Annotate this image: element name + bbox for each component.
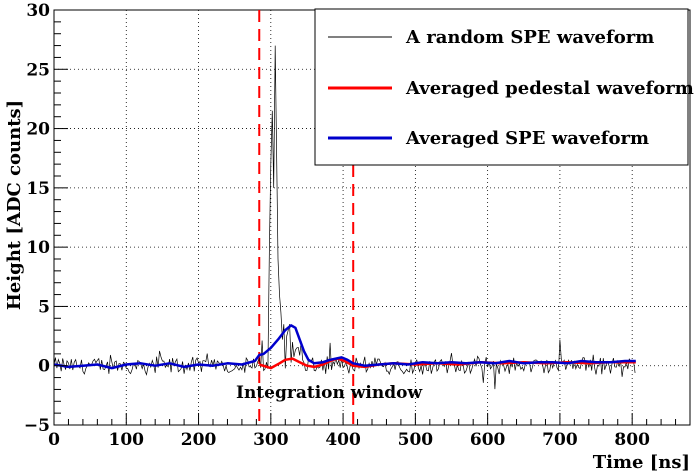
y-tick-label: 5: [38, 297, 50, 317]
series-layer: [53, 45, 636, 390]
y-tick-label: 15: [26, 179, 50, 199]
x-tick-label: 800: [614, 430, 650, 450]
x-tick-label: 500: [398, 430, 434, 450]
x-tick-label: 0: [48, 430, 60, 450]
legend-label-pedestal: Averaged pedestal waveform: [405, 78, 694, 99]
x-tick-label: 600: [470, 430, 506, 450]
y-tick-label: 30: [26, 1, 50, 21]
legend-label-avg-spe: Averaged SPE waveform: [405, 128, 649, 149]
legend: A random SPE waveform Averaged pedestal …: [314, 8, 694, 166]
y-tick-label: 25: [26, 60, 50, 80]
y-axis-title: Height [ADC counts]: [4, 100, 25, 310]
y-tick-label: 0: [38, 357, 50, 377]
x-tick-label: 100: [109, 430, 145, 450]
y-tick-label: −5: [24, 416, 50, 436]
y-tick-label: 10: [26, 238, 50, 258]
x-tick-label: 200: [181, 430, 217, 450]
legend-label-random-spe: A random SPE waveform: [405, 27, 654, 48]
x-axis-title: Time [ns]: [593, 452, 690, 473]
x-tick-label: 300: [253, 430, 289, 450]
integration-window-label: Integration window: [236, 383, 422, 403]
y-tick-label: 20: [26, 120, 50, 140]
x-tick-label: 700: [542, 430, 578, 450]
x-tick-label: 400: [325, 430, 361, 450]
series-line-avg-spe: [53, 324, 636, 370]
